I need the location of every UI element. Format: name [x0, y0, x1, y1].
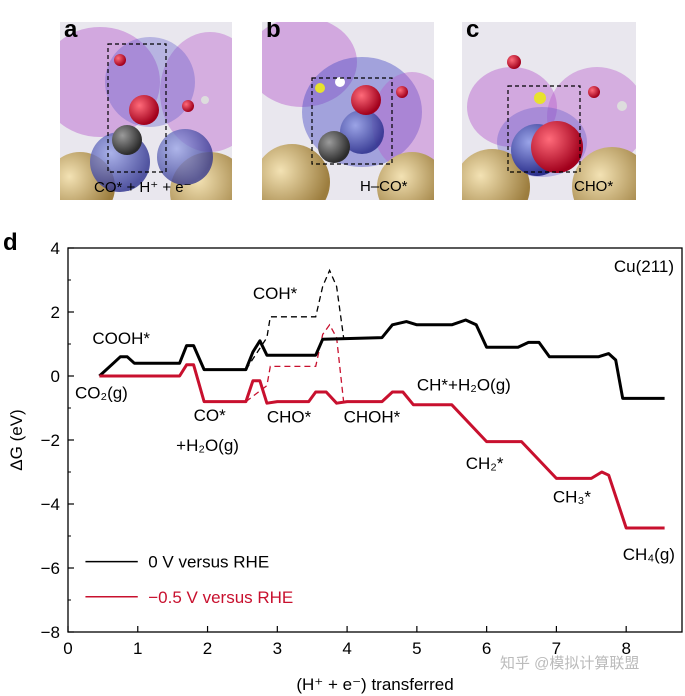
panel-a-caption: CO* + H⁺ + e⁻: [94, 179, 192, 196]
annotation: CHOH*: [344, 407, 401, 426]
x-tick-label: 5: [412, 639, 421, 658]
series-line-1: [99, 363, 665, 530]
dashed-path-1: [245, 323, 345, 403]
axis-ticks: 0 1 2 3 4 5 6 7 8 4 2 0 −2 −4 −6 −8: [41, 239, 631, 658]
annotation: COH*: [253, 284, 298, 303]
panel-c-letter: c: [466, 22, 480, 43]
annotation: CH*+H₂O(g): [417, 375, 511, 394]
annotation: CH₃*: [553, 487, 591, 506]
panel-c-caption: CHO*: [574, 178, 614, 195]
x-tick-label: 6: [482, 639, 491, 658]
x-tick-label: 4: [342, 639, 351, 658]
x-tick-label: 0: [63, 639, 72, 658]
x-tick-label: 7: [552, 639, 561, 658]
watermark: 知乎 @模拟计算联盟: [500, 655, 640, 672]
series-lines: [98, 318, 665, 530]
x-tick-label: 8: [621, 639, 630, 658]
y-tick-label: −4: [41, 495, 60, 514]
x-tick-label: 2: [203, 639, 212, 658]
series-line-0: [98, 318, 665, 400]
y-tick-label: 2: [51, 303, 60, 322]
x-tick-label: 1: [133, 639, 142, 658]
dashed-pathways: [245, 268, 345, 403]
dashed-path-0: [245, 268, 345, 370]
panel-b-caption: H–CO*: [360, 178, 408, 195]
species-annotations: COOH* CO₂(g) CO* +H₂O(g) COH* CHO* CHOH* CH*+H₂…: [75, 284, 675, 564]
annotation: +H₂O(g): [176, 436, 239, 455]
chart-title: Cu(211): [614, 257, 674, 276]
annotation: CH₄(g): [623, 545, 675, 564]
y-tick-label: 0: [51, 367, 60, 386]
panel-b-letter: b: [266, 22, 281, 43]
panel-a-letter: a: [64, 22, 78, 43]
legend-label-minus-0.5v: −0.5 V versus RHE: [148, 588, 293, 607]
legend: 0 V versus RHE −0.5 V versus RHE: [85, 553, 293, 607]
panel-a-image: [60, 22, 232, 200]
panel-b-image: [262, 22, 434, 200]
panel-a: a CO* + H⁺ + e⁻: [60, 22, 232, 200]
y-tick-label: 4: [51, 239, 60, 258]
y-tick-label: −6: [41, 559, 60, 578]
annotation: COOH*: [92, 329, 150, 348]
x-axis-label: (H⁺ + e⁻) transferred: [296, 675, 453, 694]
annotation: CO*: [194, 406, 227, 425]
plot-frame: [67, 247, 683, 633]
y-tick-label: −2: [41, 431, 60, 450]
x-tick-label: 3: [273, 639, 282, 658]
panel-b: b H–CO*: [262, 22, 434, 200]
panel-c-image: [462, 22, 636, 200]
panel-c: c CHO*: [462, 22, 636, 200]
annotation: CH₂*: [466, 454, 504, 473]
annotation: CHO*: [267, 407, 312, 426]
panel-d-letter: d: [3, 229, 18, 256]
y-axis-label: ΔG (eV): [7, 409, 26, 470]
annotation: CO₂(g): [75, 383, 128, 402]
y-tick-label: −8: [41, 623, 60, 642]
legend-label-0v: 0 V versus RHE: [148, 553, 269, 572]
